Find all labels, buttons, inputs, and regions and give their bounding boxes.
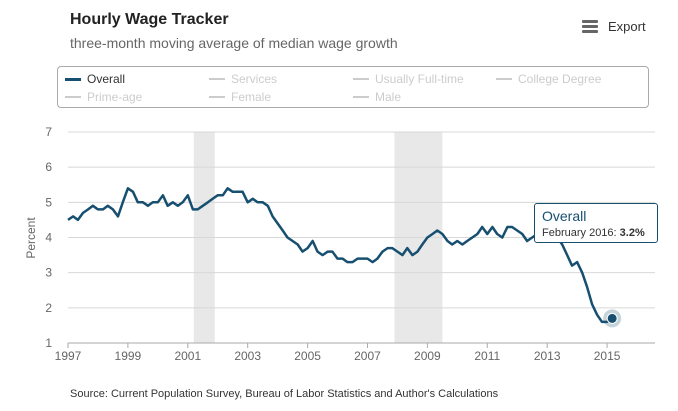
x-tick-label: 1999 — [115, 349, 142, 363]
legend-item-prime-age[interactable]: Prime-age — [65, 89, 142, 105]
y-axis-label: Percent — [24, 217, 38, 259]
tooltip-body: February 2016: 3.2% — [542, 227, 645, 239]
legend-swatch — [353, 78, 369, 80]
x-tick-label: 2013 — [534, 349, 561, 363]
tooltip-date: February 2016: — [542, 227, 617, 239]
tooltip-value: 3.2% — [619, 227, 645, 239]
legend-label: Prime-age — [87, 90, 143, 104]
chart-subtitle: three-month moving average of median wag… — [70, 35, 398, 51]
x-tick-label: 2001 — [174, 349, 201, 363]
legend-label: Usually Full-time — [375, 72, 464, 86]
y-tick-label: 3 — [45, 266, 52, 280]
legend-item-usually-full-time[interactable]: Usually Full-time — [353, 71, 464, 87]
legend-label: Male — [375, 90, 402, 104]
legend-swatch — [353, 96, 369, 98]
x-tick-label: 1997 — [55, 349, 82, 363]
legend-swatch — [209, 78, 225, 80]
tooltip-series: Overall — [542, 208, 587, 224]
legend-swatch — [496, 78, 512, 80]
legend-item-services[interactable]: Services — [209, 71, 277, 87]
legend-label: Overall — [87, 72, 126, 86]
legend-item-overall[interactable]: Overall — [65, 71, 125, 87]
x-tick-label: 2011 — [474, 349, 500, 363]
legend-swatch — [65, 77, 81, 81]
y-tick-label: 7 — [45, 125, 52, 139]
legend-swatch — [65, 96, 81, 98]
x-tick-label: 2015 — [594, 349, 621, 363]
source-note: Source: Current Population Survey, Burea… — [70, 388, 499, 400]
y-tick-label: 2 — [45, 301, 52, 315]
x-tick-label: 2005 — [294, 349, 321, 363]
legend-label: Female — [231, 90, 272, 104]
menu-icon — [582, 19, 598, 33]
x-tick-label: 2003 — [234, 349, 261, 363]
export-label: Export — [608, 18, 646, 34]
highlight-point — [606, 312, 618, 324]
export-button[interactable]: Export — [582, 16, 646, 36]
legend-item-female[interactable]: Female — [209, 89, 271, 105]
chart-legend: Overall Services Usually Full-time Colle… — [57, 66, 649, 108]
legend-label: Services — [231, 72, 278, 86]
legend-item-male[interactable]: Male — [353, 89, 401, 105]
x-tick-label: 2007 — [354, 349, 381, 363]
tooltip: Overall February 2016: 3.2% — [534, 203, 658, 243]
legend-item-college-degree[interactable]: College Degree — [496, 71, 601, 87]
y-tick-label: 5 — [45, 195, 52, 209]
legend-label: College Degree — [518, 72, 602, 86]
legend-swatch — [209, 96, 225, 98]
chart-title: Hourly Wage Tracker — [70, 11, 229, 28]
x-tick-label: 2009 — [414, 349, 441, 363]
y-tick-label: 6 — [45, 160, 52, 174]
y-tick-label: 4 — [45, 231, 52, 245]
series-line-overall — [67, 187, 613, 324]
y-tick-label: 1 — [45, 336, 52, 350]
